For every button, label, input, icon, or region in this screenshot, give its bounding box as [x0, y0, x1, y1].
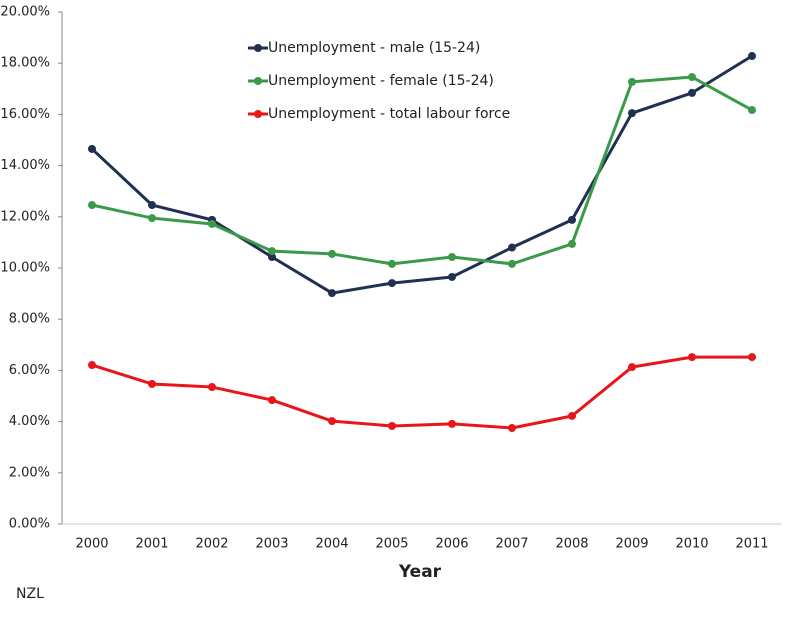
x-tick-label: 2011: [735, 537, 768, 552]
legend-marker: [254, 44, 262, 52]
point: [388, 259, 396, 268]
x-tick-label: 2010: [675, 537, 708, 552]
point: [748, 52, 756, 61]
x-tick-label: 2009: [615, 537, 648, 552]
x-tick-label: 2007: [495, 537, 528, 552]
x-tick-label: 2003: [255, 537, 288, 552]
legend-label: Unemployment - male (15-24): [268, 40, 480, 56]
y-tick-label: 10.00%: [0, 261, 50, 276]
point: [388, 421, 396, 430]
point: [88, 201, 96, 210]
x-tick-label: 2004: [315, 537, 348, 552]
x-tick-label: 2002: [195, 537, 228, 552]
point: [268, 252, 276, 261]
point: [628, 77, 636, 86]
x-tick-label: 2000: [75, 537, 108, 552]
series-line: [91, 355, 752, 430]
x-tick-label: 2008: [555, 537, 588, 552]
point: [388, 279, 396, 288]
point: [448, 272, 456, 281]
point: [748, 106, 756, 115]
point: [688, 88, 696, 97]
point: [688, 353, 696, 362]
y-tick-label: 6.00%: [9, 363, 50, 378]
legend-label: Unemployment - female (15-24): [268, 73, 494, 89]
point: [508, 243, 516, 252]
point: [748, 353, 756, 362]
series-line: [91, 75, 753, 266]
point: [628, 109, 636, 118]
annotation: NZL: [16, 586, 44, 602]
point: [328, 249, 336, 258]
point: [148, 214, 156, 223]
y-tick-label: 12.00%: [0, 209, 50, 224]
point: [508, 259, 516, 268]
point: [508, 424, 516, 432]
point: [628, 363, 636, 372]
y-tick-label: 16.00%: [0, 107, 50, 122]
point: [328, 417, 336, 426]
y-tick-label: 20.00%: [0, 5, 50, 20]
y-tick-label: 0.00%: [9, 517, 50, 532]
legend-marker: [254, 77, 262, 85]
point: [268, 247, 276, 256]
point: [88, 144, 96, 153]
point: [88, 361, 96, 370]
point: [208, 219, 216, 228]
point: [148, 379, 156, 388]
y-tick-label: 18.00%: [0, 56, 50, 71]
point: [268, 396, 276, 405]
point: [148, 201, 156, 210]
point: [208, 383, 216, 392]
x-tick-label: 2001: [135, 537, 168, 552]
x-tick-label: 2006: [435, 537, 468, 552]
y-tick-label: 14.00%: [0, 158, 50, 173]
point: [568, 239, 576, 248]
point: [448, 252, 456, 261]
legend-marker: [254, 110, 262, 118]
x-tick-label: 2005: [375, 537, 408, 552]
y-tick-label: 4.00%: [9, 414, 50, 429]
point: [568, 215, 576, 224]
legend-label: Unemployment - total labour force: [268, 106, 510, 122]
point: [328, 289, 336, 298]
point: [448, 419, 456, 428]
x-axis-label: Year: [398, 562, 442, 582]
series-line: [90, 54, 753, 295]
point: [688, 73, 696, 82]
y-tick-label: 8.00%: [9, 312, 50, 327]
point: [568, 411, 576, 420]
y-tick-label: 2.00%: [9, 465, 50, 480]
